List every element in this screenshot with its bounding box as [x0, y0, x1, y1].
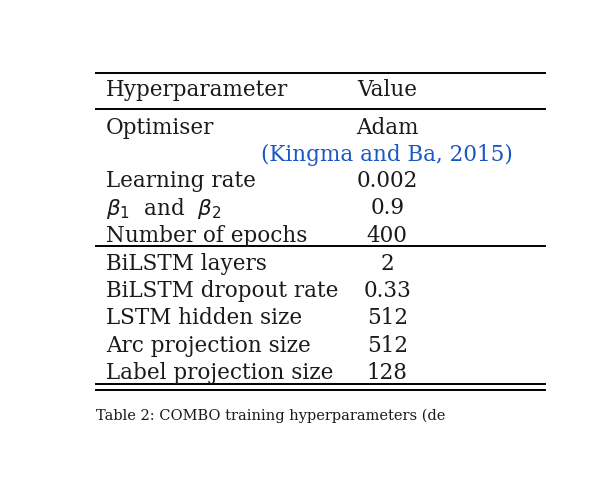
- Text: LSTM hidden size: LSTM hidden size: [106, 307, 302, 330]
- Text: 512: 512: [367, 335, 408, 357]
- Text: Optimiser: Optimiser: [106, 117, 214, 139]
- Text: BiLSTM layers: BiLSTM layers: [106, 253, 267, 275]
- Text: Number of epochs: Number of epochs: [106, 225, 307, 246]
- Text: Arc projection size: Arc projection size: [106, 335, 310, 357]
- Text: (Kingma and Ba, 2015): (Kingma and Ba, 2015): [261, 144, 513, 166]
- Text: Hyperparameter: Hyperparameter: [106, 79, 288, 101]
- Text: 0.9: 0.9: [370, 197, 404, 219]
- Text: Label projection size: Label projection size: [106, 362, 333, 384]
- Text: Value: Value: [357, 79, 417, 101]
- Text: Learning rate: Learning rate: [106, 170, 256, 192]
- Text: 128: 128: [367, 362, 408, 384]
- Text: $\beta_1$  and  $\beta_2$: $\beta_1$ and $\beta_2$: [106, 196, 221, 221]
- Text: 512: 512: [367, 307, 408, 330]
- Text: 0.002: 0.002: [357, 170, 418, 192]
- Text: 0.33: 0.33: [363, 280, 411, 302]
- Text: 2: 2: [381, 253, 394, 275]
- Text: 400: 400: [367, 225, 408, 246]
- Text: Table 2: COMBO training hyperparameters (de: Table 2: COMBO training hyperparameters …: [96, 409, 445, 423]
- Text: BiLSTM dropout rate: BiLSTM dropout rate: [106, 280, 338, 302]
- Text: Adam: Adam: [356, 117, 418, 139]
